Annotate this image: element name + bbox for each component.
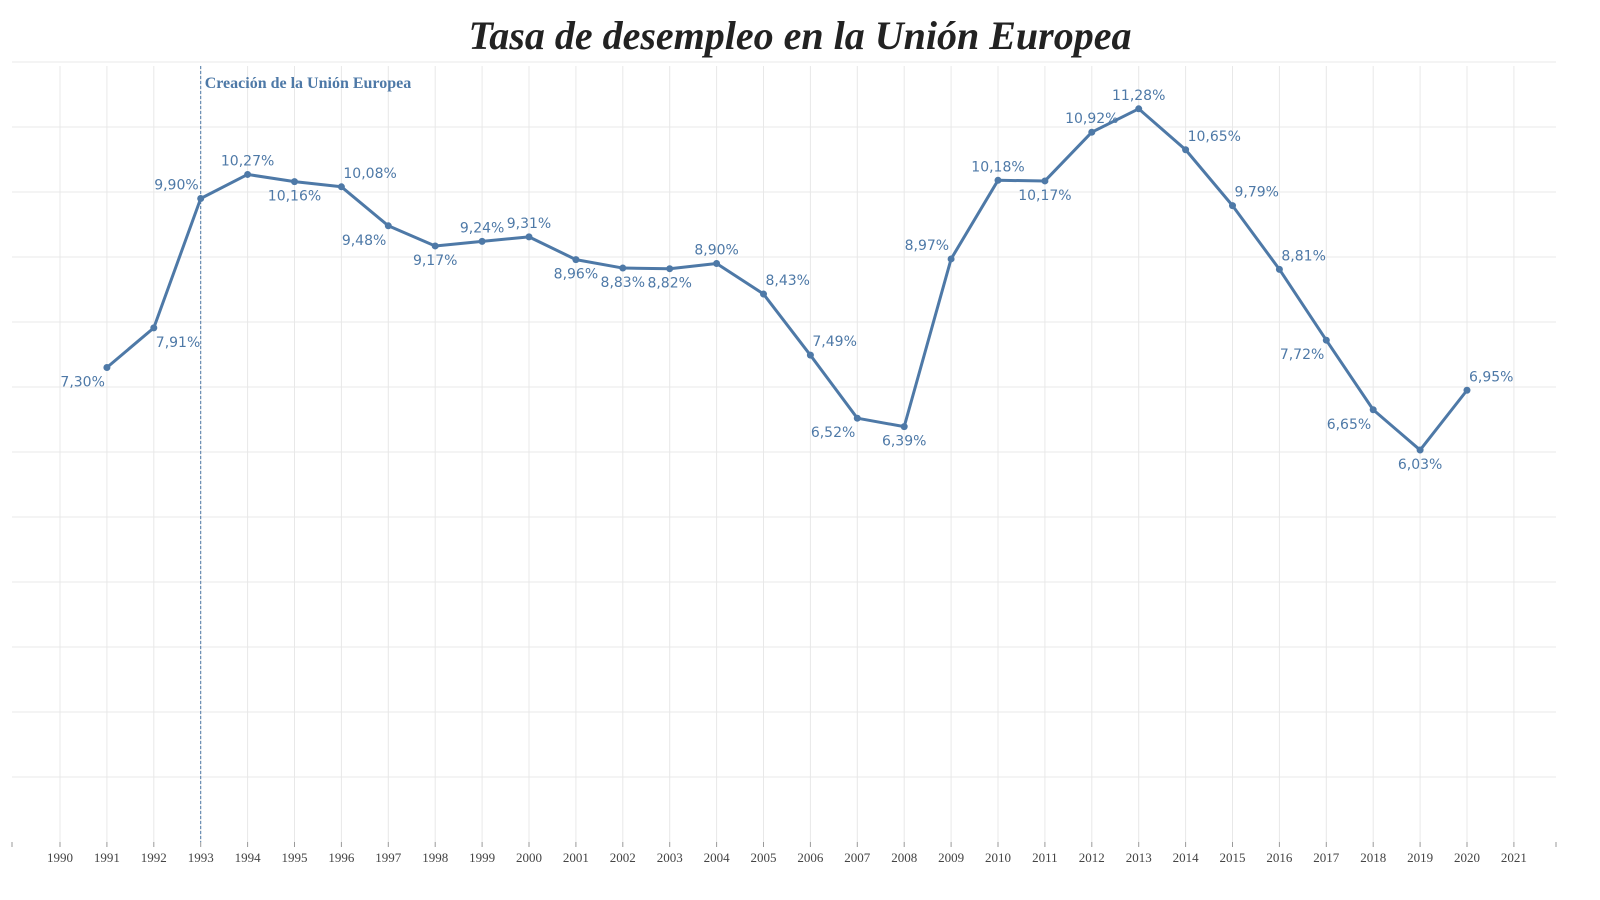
x-tick-label: 2011 (1032, 850, 1058, 865)
data-label: 8,81% (1281, 248, 1325, 264)
annotation-label: Creación de la Unión Europea (205, 75, 412, 92)
x-tick-label: 1998 (422, 850, 448, 865)
x-tick-label: 2012 (1079, 850, 1105, 865)
data-point[interactable] (994, 176, 1002, 184)
data-label: 8,90% (694, 243, 738, 259)
data-point[interactable] (1041, 177, 1049, 185)
data-label: 11,28% (1112, 88, 1165, 104)
data-label: 10,92% (1065, 111, 1118, 127)
data-label: 8,43% (766, 273, 810, 289)
x-tick-label: 2003 (657, 850, 683, 865)
x-tick-label: 2020 (1454, 850, 1480, 865)
data-point[interactable] (244, 170, 252, 178)
x-tick-label: 2001 (563, 850, 589, 865)
data-point[interactable] (1135, 105, 1143, 113)
data-label: 10,17% (1018, 188, 1071, 204)
data-point[interactable] (103, 364, 111, 371)
x-tick-label: 2010 (985, 850, 1011, 865)
x-tick-label: 2009 (938, 850, 964, 865)
data-label: 6,39% (882, 434, 926, 450)
data-label: 10,27% (221, 153, 274, 169)
data-label: 8,97% (905, 238, 949, 254)
data-point[interactable] (900, 423, 908, 431)
x-tick-label: 2021 (1501, 850, 1527, 865)
data-label: 9,24% (460, 220, 504, 236)
data-label: 9,48% (342, 233, 386, 249)
x-tick-label: 2008 (891, 850, 917, 865)
x-tick-label: 1999 (469, 850, 495, 865)
data-label: 8,82% (647, 276, 691, 292)
x-tick-label: 1997 (375, 850, 402, 865)
x-tick-label: 2004 (704, 850, 731, 865)
data-point[interactable] (1416, 446, 1424, 454)
x-tick-label: 2016 (1266, 850, 1293, 865)
x-tick-label: 2014 (1173, 850, 1200, 865)
data-point[interactable] (619, 264, 627, 272)
data-point[interactable] (197, 195, 205, 202)
data-point[interactable] (337, 183, 345, 191)
x-tick-label: 1996 (328, 850, 355, 865)
data-point[interactable] (806, 351, 814, 359)
data-point[interactable] (1275, 265, 1283, 273)
data-point[interactable] (666, 265, 674, 273)
x-tick-label: 2013 (1126, 850, 1152, 865)
data-point[interactable] (478, 237, 486, 245)
data-point[interactable] (431, 242, 439, 250)
x-tick-label: 2000 (516, 850, 542, 865)
data-point[interactable] (853, 414, 861, 422)
data-label: 9,90% (154, 178, 198, 194)
data-point[interactable] (1369, 406, 1377, 414)
data-label: 6,03% (1398, 457, 1442, 473)
data-point[interactable] (525, 233, 533, 241)
data-label: 9,79% (1235, 185, 1279, 201)
data-point[interactable] (150, 324, 158, 332)
data-point[interactable] (1229, 202, 1236, 210)
chart-title: Tasa de desempleo en la Unión Europea (468, 13, 1132, 58)
data-label: 9,31% (507, 216, 551, 232)
data-point[interactable] (384, 222, 392, 230)
data-point[interactable] (572, 256, 580, 264)
x-tick-label: 2015 (1220, 850, 1246, 865)
data-point[interactable] (713, 260, 721, 267)
data-label: 8,96% (554, 267, 598, 283)
data-point[interactable] (1088, 128, 1096, 136)
data-label: 9,17% (413, 253, 457, 269)
x-tick-label: 2018 (1360, 850, 1386, 865)
data-point[interactable] (1322, 336, 1330, 344)
data-label: 10,18% (971, 159, 1024, 175)
data-point[interactable] (1463, 386, 1471, 394)
data-label: 6,95% (1469, 369, 1513, 385)
x-tick-label: 2019 (1407, 850, 1433, 865)
x-tick-label: 2007 (844, 850, 871, 865)
data-label: 10,65% (1188, 129, 1241, 145)
x-tick-label: 1995 (282, 850, 308, 865)
x-tick-label: 2005 (751, 850, 777, 865)
x-tick-label: 1993 (188, 850, 214, 865)
data-label: 7,49% (812, 334, 856, 350)
data-label: 10,16% (268, 189, 321, 205)
x-tick-label: 1991 (94, 850, 120, 865)
x-tick-label: 1994 (235, 850, 262, 865)
data-label: 7,91% (156, 335, 200, 351)
x-tick-label: 2006 (797, 850, 824, 865)
x-tick-label: 2017 (1313, 850, 1340, 865)
data-point[interactable] (947, 255, 955, 263)
x-tick-label: 1990 (47, 850, 73, 865)
data-point[interactable] (291, 178, 298, 186)
x-tick-label: 1992 (141, 850, 167, 865)
x-tick-label: 2002 (610, 850, 636, 865)
series-line (105, 107, 1469, 452)
data-point[interactable] (1182, 146, 1190, 154)
data-label: 7,72% (1280, 347, 1324, 363)
data-label: 6,65% (1327, 417, 1371, 433)
data-label: 6,52% (811, 425, 855, 441)
data-point[interactable] (760, 290, 767, 298)
data-label: 8,83% (601, 275, 645, 291)
data-label: 7,30% (60, 375, 104, 391)
data-label: 10,08% (343, 166, 396, 182)
